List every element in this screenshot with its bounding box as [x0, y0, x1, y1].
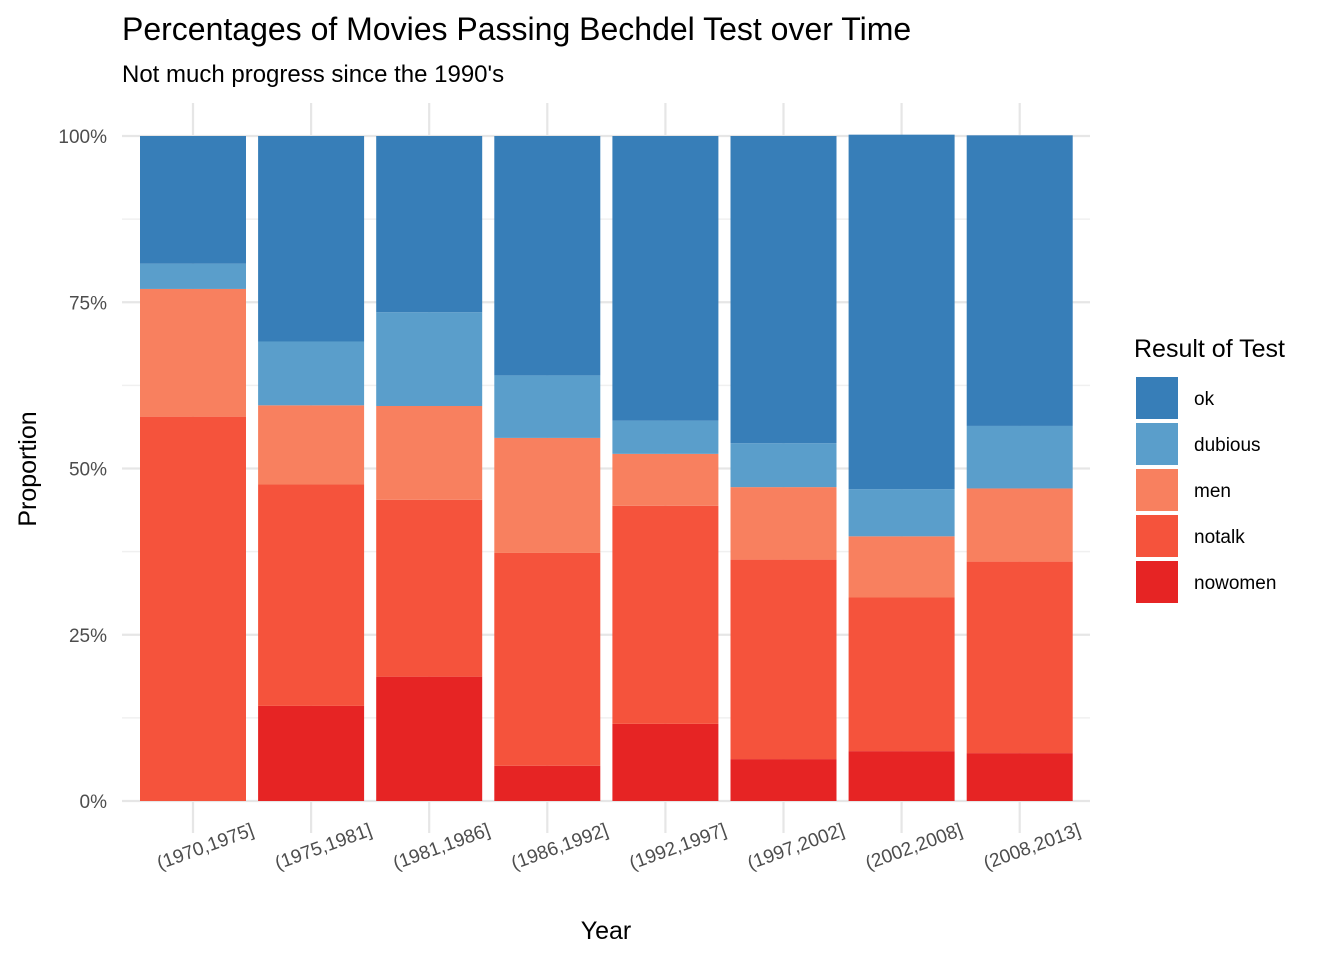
bar-segment-ok	[730, 136, 837, 444]
x-tick-label: (1992,1997]	[627, 820, 729, 874]
legend-label: men	[1194, 481, 1231, 502]
bar-segment-notalk	[848, 597, 955, 752]
bar-segment-men	[730, 487, 837, 560]
bar-segment-dubious	[966, 425, 1073, 489]
bar-segment-men	[376, 405, 483, 500]
bar-segment-ok	[140, 136, 246, 264]
bar-segment-ok	[612, 136, 719, 421]
legend-key-nowomen	[1136, 561, 1178, 603]
bar-segment-ok	[494, 136, 601, 376]
bar-segment-men	[612, 453, 719, 506]
bar-segment-ok	[376, 136, 483, 313]
x-tick-label: (2008,2013]	[981, 820, 1083, 874]
x-axis-title: Year	[581, 917, 632, 945]
legend-label: dubious	[1194, 435, 1261, 456]
bar-segment-notalk	[376, 499, 483, 677]
bar-segment-notalk	[730, 559, 837, 760]
bar-segment-dubious	[612, 420, 719, 454]
y-tick-label: 75%	[69, 293, 107, 314]
legend-key-dubious	[1136, 423, 1178, 465]
x-tick-label: (1970,1975]	[154, 820, 256, 874]
bar-segment-ok	[258, 136, 365, 342]
bar-segment-dubious	[376, 312, 483, 406]
bar-segment-notalk	[966, 561, 1073, 754]
bar-segment-nowomen	[848, 751, 955, 801]
y-tick-label: 100%	[58, 127, 107, 148]
bar-segment-nowomen	[966, 753, 1073, 801]
y-axis-ticks: 0% 25% 50% 75% 100%	[58, 127, 107, 813]
bar-segment-men	[848, 536, 955, 598]
bar-segment-dubious	[848, 489, 955, 537]
x-axis-ticks: (1970,1975] (1975,1981] (1981,1986] (1986,1…	[154, 820, 1083, 874]
legend-title: Result of Test	[1134, 335, 1285, 363]
bar-segment-notalk	[140, 416, 246, 801]
bar-segment-dubious	[730, 443, 837, 488]
bar-segment-ok	[848, 134, 955, 490]
x-tick-label: (1981,1986]	[390, 820, 492, 874]
y-tick-label: 50%	[69, 460, 107, 481]
bar-segment-notalk	[612, 505, 719, 724]
x-tick-label: (1997,2002]	[745, 820, 847, 874]
bar-segment-nowomen	[376, 676, 483, 801]
legend-key-notalk	[1136, 515, 1178, 557]
x-tick-label: (1986,1992]	[509, 820, 611, 874]
y-tick-label: 25%	[69, 626, 107, 647]
bar-segment-notalk	[494, 552, 601, 766]
bar-segment-nowomen	[612, 723, 719, 801]
bar-segment-men	[966, 488, 1073, 562]
y-axis-title: Proportion	[14, 411, 42, 526]
legend-key-ok	[1136, 377, 1178, 419]
legend-label: notalk	[1194, 527, 1245, 548]
bar-segment-notalk	[258, 484, 365, 706]
legend-label: ok	[1194, 389, 1215, 410]
bar-segment-nowomen	[494, 765, 601, 801]
legend: Result of Test ok dubious men notalk nowomen	[1134, 335, 1285, 603]
bar-segment-dubious	[258, 341, 365, 406]
bar-segment-men	[258, 405, 365, 485]
bar-segment-men	[140, 288, 246, 417]
bar-segment-ok	[966, 135, 1073, 426]
chart-title: Percentages of Movies Passing Bechdel Te…	[122, 11, 911, 47]
bar-segment-dubious	[494, 375, 601, 438]
x-tick-label: (2002,2008]	[863, 820, 965, 874]
legend-key-men	[1136, 469, 1178, 511]
bar-segment-men	[494, 437, 601, 553]
bar-segment-nowomen	[730, 759, 837, 801]
x-tick-label: (1975,1981]	[272, 820, 374, 874]
chart-subtitle: Not much progress since the 1990's	[122, 61, 504, 88]
y-tick-label: 0%	[80, 792, 108, 813]
bar-segment-nowomen	[258, 705, 365, 801]
bars	[140, 134, 1073, 801]
bar-segment-dubious	[140, 263, 246, 289]
legend-label: nowomen	[1194, 573, 1276, 594]
